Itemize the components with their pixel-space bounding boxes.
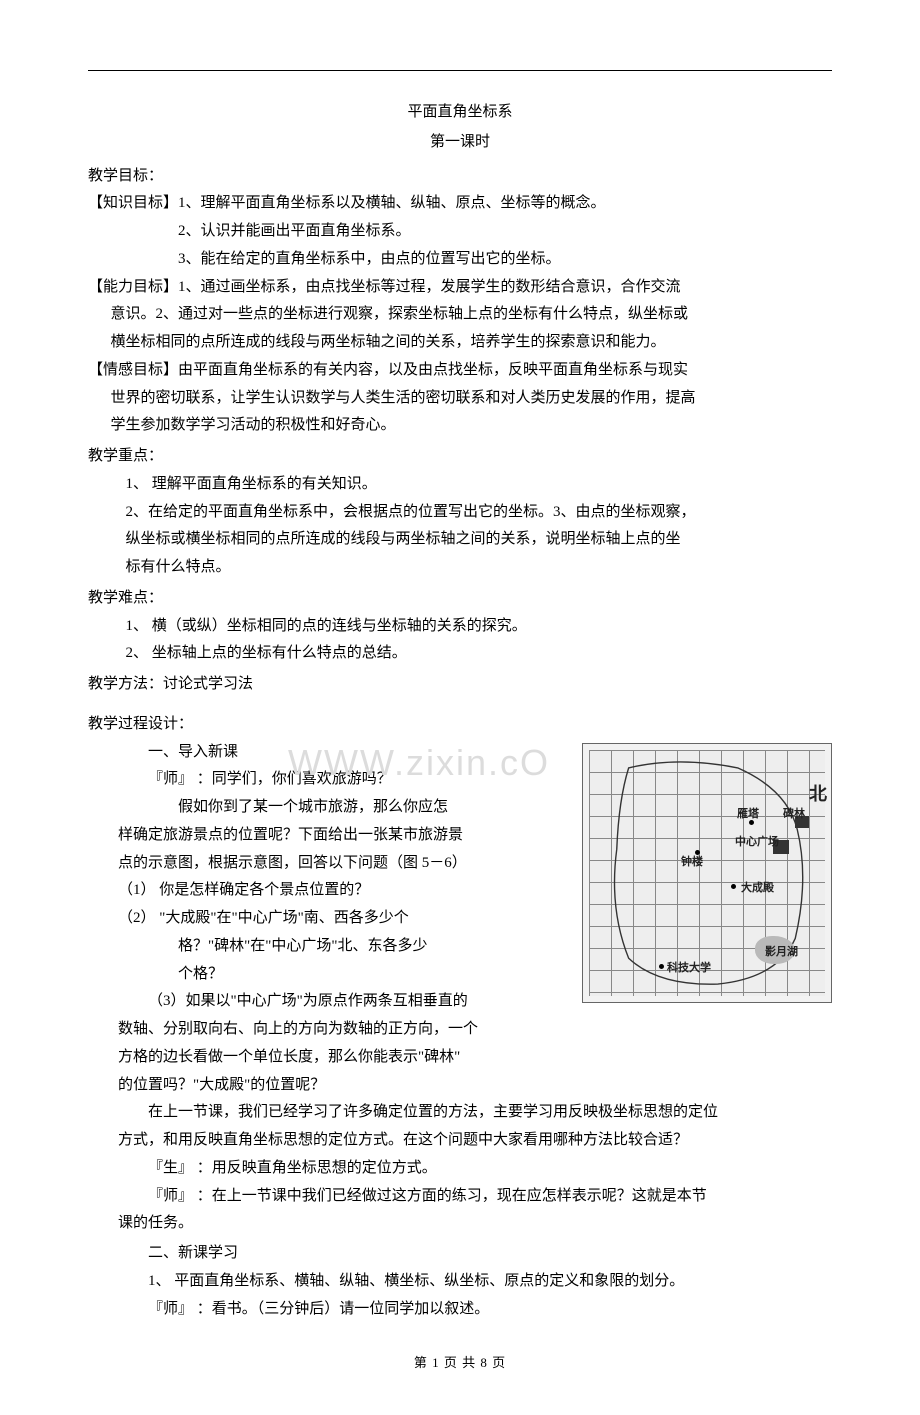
page-subtitle: 第一课时 [88, 129, 832, 157]
keypoint-1: 1、 理解平面直角坐标系的有关知识。 [88, 471, 832, 499]
para-4b: 方式，和用反映直角坐标思想的定位方式。在这个问题中大家看用哪种方法比较合适？ [88, 1127, 832, 1155]
method-label: 教学方法：讨论式学习法 [88, 671, 832, 699]
section2-item1: 1、 平面直角坐标系、横轴、纵轴、横坐标、纵坐标、原点的定义和象限的划分。 [88, 1268, 832, 1296]
map-outline: 北 雁塔 碑林 钟楼 中心广场 大成殿 影月湖 科技大学 [589, 750, 825, 996]
question-3b: 数轴、分别取向右、向上的方向为数轴的正方向，一个 [88, 1016, 832, 1044]
ability-goal-line3: 横坐标相同的点所连成的线段与两坐标轴之间的关系，培养学生的探索意识和能力。 [111, 329, 833, 357]
dot-keji [659, 964, 664, 969]
label-lake: 影月湖 [765, 942, 798, 962]
para-4a: 在上一节课，我们已经学习了许多确定位置的方法，主要学习用反映极坐标思想的定位 [88, 1099, 832, 1127]
map-figure: 北 雁塔 碑林 钟楼 中心广场 大成殿 影月湖 科技大学 [582, 743, 832, 1003]
question-3c: 方格的边长看做一个单位长度，那么你能表示"碑林" [88, 1044, 832, 1072]
label-dacheng: 大成殿 [741, 878, 774, 898]
section2-title: 二、新课学习 [88, 1240, 832, 1268]
knowledge-goal-line3: 3、能在给定的直角坐标系中，由点的位置写出它的坐标。 [88, 246, 832, 274]
teacher-line-3a: 『师』 ：在上一节课中我们已经做过这方面的练习，现在应怎样表示呢？这就是本节 [88, 1183, 832, 1211]
keypoint-2a: 2、在给定的平面直角坐标系中，会根据点的位置写出它的坐标。3、由点的坐标观察， [88, 499, 832, 527]
question-3d: 的位置吗？"大成殿"的位置呢？ [88, 1072, 832, 1100]
label-zhonglou: 钟楼 [681, 852, 703, 872]
difficult-label: 教学难点： [88, 585, 832, 613]
north-label: 北 [809, 778, 827, 811]
label-center: 中心广场 [735, 832, 779, 852]
teacher-line-4: 『师』 ：看书。（三分钟后）请一位同学加以叙述。 [88, 1296, 832, 1324]
goals-label: 教学目标： [88, 163, 832, 191]
page-footer: 第 1 页 共 8 页 [88, 1351, 832, 1375]
ability-goal-line2: 意识。2、通过对一些点的坐标进行观察，探索坐标轴上点的坐标有什么特点，纵坐标或 [111, 301, 833, 329]
top-horizontal-rule [88, 70, 832, 71]
knowledge-goal-line1: 【知识目标】1、理解平面直角坐标系以及横轴、纵轴、原点、坐标等的概念。 [88, 190, 832, 218]
emotion-goal-line1: 【情感目标】由平面直角坐标系的有关内容，以及由点找坐标，反映平面直角坐标系与现实 [88, 357, 832, 385]
page-title: 平面直角坐标系 [88, 99, 832, 127]
label-beilin: 碑林 [783, 804, 805, 824]
dot-dacheng [731, 884, 736, 889]
keypoint-2b: 纵坐标或横坐标相同的点所连成的线段与两坐标轴之间的关系，说明坐标轴上点的坐 [88, 526, 832, 554]
process-label: 教学过程设计： [88, 711, 832, 739]
teacher-line-3b: 课的任务。 [88, 1210, 832, 1238]
difficult-2: 2、 坐标轴上点的坐标有什么特点的总结。 [88, 640, 832, 668]
emotion-goal-line3: 学生参加数学学习活动的积极性和好奇心。 [111, 412, 833, 440]
knowledge-goal-line2: 2、认识并能画出平面直角坐标系。 [88, 218, 832, 246]
student-line-1: 『生』 ：用反映直角坐标思想的定位方式。 [88, 1155, 832, 1183]
ability-goal-line1: 【能力目标】1、通过画坐标系，由点找坐标等过程，发展学生的数形结合意识，合作交流 [88, 274, 832, 302]
keypoint-2c: 标有什么特点。 [88, 554, 832, 582]
keypoints-label: 教学重点： [88, 443, 832, 471]
emotion-goal-line2: 世界的密切联系，让学生认识数学与人类生活的密切联系和对人类历史发展的作用，提高 [111, 385, 833, 413]
difficult-1: 1、 横（或纵）坐标相同的点的连线与坐标轴的关系的探究。 [88, 613, 832, 641]
label-keji: 科技大学 [667, 958, 711, 978]
label-yanta: 雁塔 [737, 804, 759, 824]
